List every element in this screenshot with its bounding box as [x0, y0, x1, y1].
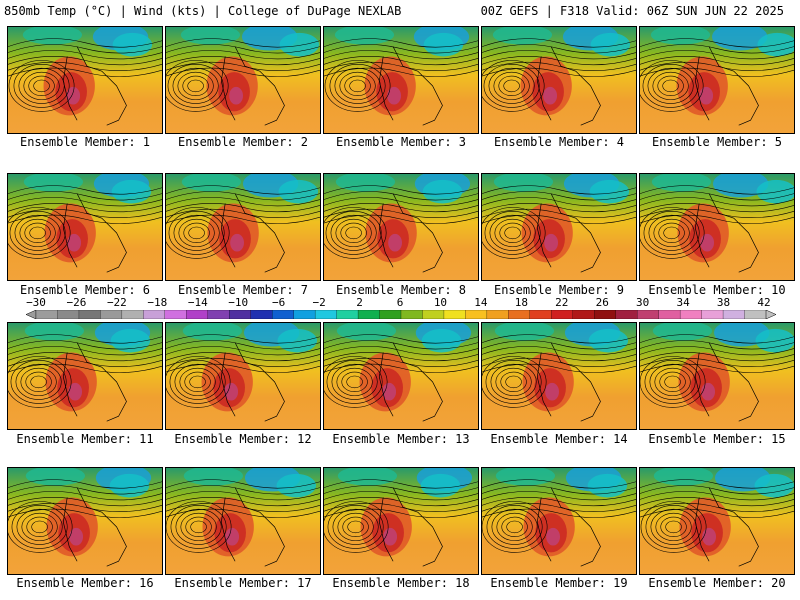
- ensemble-member-map: [165, 322, 321, 430]
- colorbar-segment: [272, 310, 295, 319]
- colorbar-segment: [250, 310, 273, 319]
- colorbar-segment: [314, 310, 338, 319]
- colorbar-tick-label: −10: [228, 296, 249, 309]
- colorbar-segment: [207, 310, 230, 319]
- colorbar-segment: [229, 310, 252, 319]
- colorbar-segment: [615, 310, 638, 319]
- ensemble-member-label: Ensemble Member: 6: [19, 283, 151, 297]
- header-title: 850mb Temp (°C) | Wind (kts) | College o…: [4, 4, 402, 18]
- colorbar-segment: [164, 310, 187, 319]
- colorbar-segment: [701, 310, 724, 319]
- ensemble-member-label: Ensemble Member: 16: [16, 576, 154, 590]
- colorbar-segment: [679, 310, 703, 319]
- ensemble-member-map: [481, 173, 637, 281]
- colorbar-segment: [658, 310, 681, 319]
- ensemble-member-label: Ensemble Member: 11: [16, 432, 154, 446]
- ensemble-member-map: [7, 26, 163, 134]
- temperature-colorbar: [26, 310, 776, 319]
- ensemble-member-label: Ensemble Member: 13: [332, 432, 470, 446]
- colorbar-segment: [78, 310, 102, 319]
- ensemble-member-label: Ensemble Member: 5: [651, 135, 783, 149]
- ensemble-member-label: Ensemble Member: 17: [174, 576, 312, 590]
- ensemble-member-label: Ensemble Member: 8: [335, 283, 467, 297]
- colorbar-tick-label: 26: [595, 296, 609, 309]
- colorbar-tick-label: 38: [716, 296, 731, 309]
- ensemble-member-label: Ensemble Member: 3: [335, 135, 467, 149]
- colorbar-tick-label: −6: [272, 296, 286, 309]
- colorbar-tick-label: 22: [555, 296, 569, 309]
- colorbar-tick-label: 42: [757, 296, 771, 309]
- colorbar-segment: [551, 310, 574, 319]
- colorbar-tick-label: 30: [636, 296, 650, 309]
- ensemble-member-map: [639, 322, 795, 430]
- colorbar-tick-label: −30: [26, 296, 46, 309]
- ensemble-member-map: [7, 467, 163, 575]
- ensemble-member-label: Ensemble Member: 2: [177, 135, 309, 149]
- ensemble-member-map: [481, 467, 637, 575]
- colorbar-segment: [143, 310, 166, 319]
- ensemble-member-label: Ensemble Member: 19: [490, 576, 628, 590]
- colorbar-segment: [722, 310, 746, 319]
- colorbar-segment: [121, 310, 145, 319]
- colorbar-segment: [637, 310, 660, 319]
- ensemble-member-map: [7, 173, 163, 281]
- ensemble-member-map: [165, 467, 321, 575]
- colorbar-tick-label: 14: [474, 296, 488, 309]
- colorbar-tick-label: −26: [66, 296, 87, 309]
- ensemble-member-map: [7, 322, 163, 430]
- ensemble-member-label: Ensemble Member: 20: [648, 576, 786, 590]
- colorbar-segment: [465, 310, 488, 319]
- colorbar-segment: [529, 310, 552, 319]
- colorbar-segment: [508, 310, 531, 319]
- colorbar-tick-label: −2: [312, 296, 326, 309]
- ensemble-member-label: Ensemble Member: 4: [493, 135, 625, 149]
- ensemble-member-map: [323, 173, 479, 281]
- ensemble-member-map: [165, 173, 321, 281]
- colorbar-segment: [572, 310, 595, 319]
- colorbar-segment: [594, 310, 617, 319]
- colorbar-segment: [400, 310, 424, 319]
- ensemble-member-label: Ensemble Member: 1: [19, 135, 151, 149]
- colorbar-tick-label: 6: [396, 296, 404, 309]
- ensemble-member-map: [481, 26, 637, 134]
- ensemble-member-map: [323, 322, 479, 430]
- ensemble-member-map: [165, 26, 321, 134]
- colorbar-segment: [357, 310, 381, 319]
- colorbar-segment: [486, 310, 510, 319]
- ensemble-member-map: [323, 467, 479, 575]
- ensemble-member-label: Ensemble Member: 15: [648, 432, 786, 446]
- colorbar-tick-label: 2: [356, 296, 363, 309]
- colorbar-segment: [443, 310, 467, 319]
- colorbar-tick-label: 10: [433, 296, 448, 309]
- ensemble-member-label: Ensemble Member: 18: [332, 576, 470, 590]
- ensemble-member-label: Ensemble Member: 7: [177, 283, 309, 297]
- colorbar-segment: [35, 310, 59, 319]
- colorbar-segment: [336, 310, 359, 319]
- ensemble-member-label: Ensemble Member: 9: [493, 283, 625, 297]
- ensemble-member-map: [639, 467, 795, 575]
- colorbar-tick-label: −14: [187, 296, 208, 309]
- colorbar-segment: [744, 310, 767, 319]
- ensemble-member-label: Ensemble Member: 12: [174, 432, 312, 446]
- colorbar-segment: [379, 310, 402, 319]
- colorbar-tick-label: 34: [676, 296, 690, 309]
- colorbar-tick-label: −22: [106, 296, 127, 309]
- colorbar-segment: [186, 310, 209, 319]
- colorbar-tick-label: −18: [147, 296, 168, 309]
- ensemble-member-map: [481, 322, 637, 430]
- ensemble-member-map: [639, 26, 795, 134]
- colorbar-segment: [422, 310, 445, 319]
- colorbar-min-arrow: [26, 310, 37, 319]
- ensemble-member-map: [639, 173, 795, 281]
- header-valid-time: 00Z GEFS | F318 Valid: 06Z SUN JUN 22 20…: [480, 4, 784, 18]
- colorbar-segment: [100, 310, 123, 319]
- colorbar-max-arrow: [765, 310, 776, 319]
- colorbar-segment: [293, 310, 316, 319]
- ensemble-member-label: Ensemble Member: 10: [648, 283, 786, 297]
- ensemble-member-label: Ensemble Member: 14: [490, 432, 628, 446]
- colorbar-segment: [57, 310, 80, 319]
- ensemble-member-map: [323, 26, 479, 134]
- colorbar-tick-label: 18: [514, 296, 528, 309]
